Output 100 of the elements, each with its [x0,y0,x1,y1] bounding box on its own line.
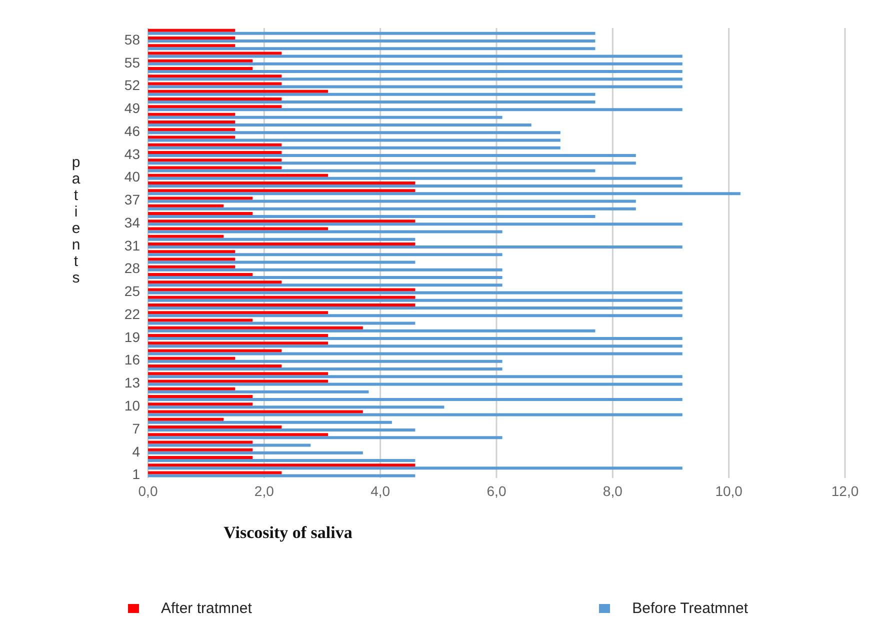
bar [148,466,682,470]
bar [148,306,682,310]
bar [148,337,682,340]
x-tick-label: 8,0 [602,482,623,499]
bar [148,334,328,337]
bar [148,108,682,112]
bar [148,162,636,165]
bar [148,174,328,177]
bar [148,59,253,62]
bar [148,428,416,432]
bar [148,280,282,284]
y-tick-label: 1 [132,466,140,482]
y-tick-label: 19 [124,328,140,345]
bar [148,227,328,230]
x-axis-title: Viscosity of saliva [224,523,353,542]
bar [148,82,282,86]
bar [148,176,682,180]
bar [148,47,596,50]
x-tick-label: 12,0 [831,482,859,499]
bar [148,184,682,188]
bar [148,204,224,208]
bar [148,67,253,70]
bar [148,158,282,162]
bar [148,314,682,318]
bar [148,143,282,146]
bar [148,413,682,416]
y-tick-label: 43 [124,146,140,162]
bar [148,245,682,248]
x-tick-label: 4,0 [370,482,390,499]
y-tick-label: 37 [124,192,140,208]
bar [148,360,502,363]
bar [148,276,502,279]
bar [148,420,392,424]
y-tick-label: 55 [124,54,140,70]
y-tick-label: 16 [124,352,140,368]
bar [148,238,416,241]
bar [148,196,253,200]
bar [148,28,236,32]
bar [148,291,682,294]
bar [148,62,682,66]
bar [148,433,328,436]
bar [148,181,416,184]
bar [148,192,740,196]
bar [148,268,502,272]
bar [148,220,416,223]
y-tick-label: 7 [132,420,140,436]
bar [148,326,363,330]
bar [148,342,328,345]
bar [148,260,416,264]
x-tick-label: 10,0 [715,482,743,499]
y-tick-label: 40 [124,168,140,185]
y-tick-label: 10 [124,398,140,414]
y-tick-label: 4 [132,443,140,460]
bar [148,92,596,96]
bar [148,222,682,226]
bar [148,212,253,215]
bar [148,284,502,287]
bar [148,426,282,429]
bar [148,32,596,35]
bar [148,382,682,386]
bar [148,387,236,390]
bar [148,464,416,467]
bar [148,154,636,157]
bar [148,136,236,139]
x-tick-label: 6,0 [486,482,506,499]
bar [148,272,253,276]
bar [148,474,416,478]
bar [148,123,532,126]
bar [148,344,682,348]
bar [148,150,282,154]
bar [148,230,502,234]
bar [148,146,560,150]
y-tick-label: 13 [124,374,140,391]
bar [148,451,363,454]
bar [148,40,596,43]
bar [148,456,253,460]
bar [148,303,416,306]
bar [148,90,328,93]
bar [148,166,282,170]
bar [148,406,444,409]
bar [148,440,253,444]
bar [148,352,682,356]
y-tick-label: 52 [124,77,140,94]
bar [148,100,596,104]
bar [148,116,502,119]
y-tick-label: 58 [124,31,140,48]
bar [148,44,236,48]
bar [148,380,328,383]
y-axis-title: patients [72,154,81,286]
bar [148,395,253,398]
bar [148,288,416,292]
bar [148,471,282,474]
bar [148,207,636,210]
bar [148,36,236,40]
bar [148,444,311,447]
bar [148,54,682,58]
x-tick-label: 0,0 [138,482,158,499]
bar [148,98,282,101]
bar [148,258,236,261]
bar [148,372,328,376]
